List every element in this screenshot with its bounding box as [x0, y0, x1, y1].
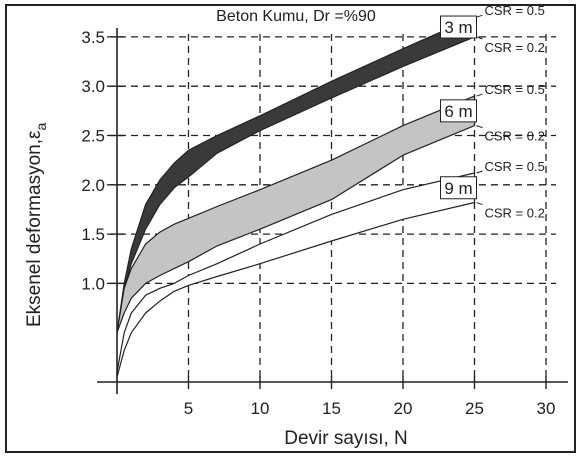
band-name-box: [440, 176, 477, 200]
csr-upper-label: CSR = 0.5: [485, 82, 545, 97]
y-tick-label: 1.5: [81, 225, 105, 244]
x-tick-label: 25: [465, 399, 484, 418]
csr-leader: [476, 170, 483, 174]
x-tick-label: 5: [184, 399, 193, 418]
band-name-box: [440, 15, 477, 39]
chart-title: Beton Kumu, Dr =%90: [216, 8, 376, 25]
chart-frame: [5, 4, 576, 453]
data-bands: [116, 16, 476, 378]
csr-leader: [476, 202, 483, 206]
band-name-box: [440, 99, 477, 123]
csr-leader: [476, 36, 483, 40]
x-tick-label: 10: [251, 399, 270, 418]
csr-leader: [476, 125, 483, 129]
band-name-label: 6 m: [444, 102, 472, 121]
y-tick-label: 3.0: [81, 77, 105, 96]
y-tick-label: 1.0: [81, 274, 105, 293]
y-axis-label-subscript: a: [33, 123, 49, 131]
csr-lower-label: CSR = 0.2: [485, 40, 545, 55]
csr-lower-label: CSR = 0.2: [485, 129, 545, 144]
x-axis-label: Devir sayısı, N: [284, 428, 408, 449]
csr-leader: [476, 14, 483, 18]
band-3: [116, 172, 476, 378]
tick-labels: 1.01.52.02.53.03.54.051015202530: [81, 28, 556, 418]
x-tick-label: 30: [537, 399, 556, 418]
band-name-label: 9 m: [444, 179, 472, 198]
y-axis-label-text: Eksenel deformasyon,: [24, 139, 45, 327]
x-tick-label: 15: [322, 399, 341, 418]
csr-upper-label: CSR = 0.5: [485, 3, 545, 18]
y-tick-label: 2.0: [81, 176, 105, 195]
band-name-label: 3 m: [444, 18, 472, 37]
y-axis-label: Eksenel deformasyon,εa: [24, 123, 49, 327]
y-axis-label-symbol: ε: [24, 130, 45, 139]
csr-upper-label: CSR = 0.5: [485, 159, 545, 174]
band-labels: 3 m CSR = 0.5 CSR = 0.2 6 m CSR = 0.5 CSR = 0…: [440, 3, 545, 221]
y-tick-label: 2.5: [81, 127, 105, 146]
x-tick-label: 20: [394, 399, 413, 418]
csr-leader: [476, 93, 483, 97]
y-tick-label: 3.5: [81, 28, 105, 47]
csr-lower-label: CSR = 0.2: [485, 206, 545, 221]
axes: [97, 28, 568, 394]
